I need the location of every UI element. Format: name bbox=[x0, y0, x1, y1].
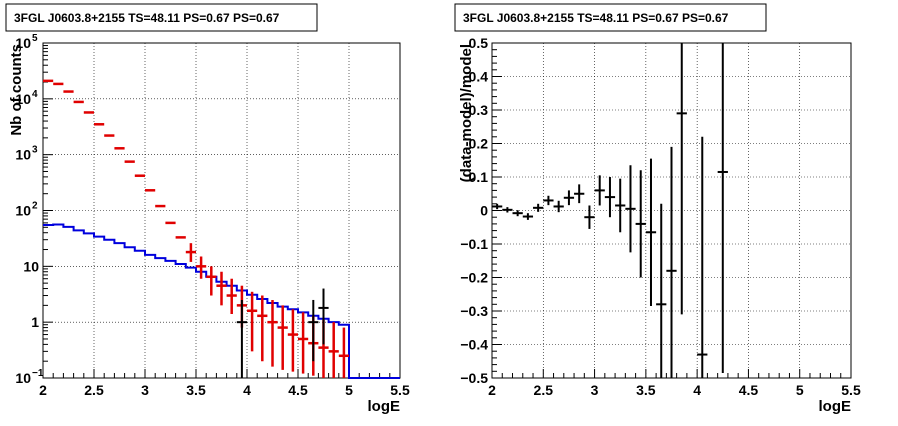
right-residual-point bbox=[697, 136, 708, 378]
right-chart-title: 3FGL J0603.8+2155 TS=48.11 PS=0.67 PS=0.… bbox=[463, 11, 729, 25]
right-residual-point bbox=[553, 200, 564, 213]
left-x-axis-label: logE bbox=[368, 398, 401, 415]
right-residual-point bbox=[594, 175, 605, 206]
right-residual-point bbox=[625, 165, 636, 253]
right-y-tick-label: −0.5 bbox=[460, 370, 488, 386]
left-y-tick-label: 10 bbox=[15, 203, 31, 219]
right-y-tick-label: 0.5 bbox=[469, 35, 489, 51]
right-residual-point bbox=[615, 178, 626, 233]
right-y-tick-label: 0 bbox=[480, 203, 488, 219]
right-residual-point bbox=[645, 158, 657, 306]
left-title-box bbox=[5, 3, 318, 32]
right-residual-series bbox=[492, 43, 728, 378]
left-x-tick-label: 3.5 bbox=[186, 382, 206, 398]
right-y-tick-label: −0.4 bbox=[460, 337, 488, 353]
right-y-tick-label: −0.1 bbox=[460, 236, 488, 252]
right-residual-point bbox=[604, 177, 616, 218]
left-ticks bbox=[42, 42, 401, 379]
left-y-tick-label: 10 bbox=[23, 258, 39, 274]
left-x-tick-label: 3 bbox=[141, 382, 149, 398]
right-panel: 3FGL J0603.8+2155 TS=48.11 PS=0.67 PS=0.… bbox=[454, 3, 861, 415]
right-y-axis-label: (data-model)/model bbox=[458, 44, 475, 182]
right-residual-point bbox=[717, 43, 728, 373]
left-y-tick-label: 10 bbox=[15, 147, 31, 163]
left-red-point bbox=[277, 305, 288, 370]
right-residual-point bbox=[512, 210, 523, 217]
left-x-tick-label: 4.5 bbox=[288, 382, 308, 398]
left-panel: 3FGL J0603.8+2155 TS=48.11 PS=0.67 PS=0.… bbox=[5, 3, 410, 415]
left-red-point bbox=[216, 271, 227, 306]
right-ticks bbox=[491, 42, 852, 379]
left-x-tick-label: 5 bbox=[345, 382, 353, 398]
right-residual-point bbox=[574, 184, 585, 204]
right-x-axis-label: logE bbox=[819, 398, 852, 415]
left-y-tick-exponent: −1 bbox=[32, 368, 44, 379]
right-residual-point bbox=[533, 203, 544, 212]
left-x-tick-label: 2.5 bbox=[84, 382, 104, 398]
right-x-tick-label: 4 bbox=[693, 382, 701, 398]
left-red-point bbox=[257, 295, 268, 362]
right-x-tick-label: 5 bbox=[796, 382, 804, 398]
left-red-point bbox=[196, 256, 207, 279]
left-chart-title: 3FGL J0603.8+2155 TS=48.11 PS=0.67 PS=0.… bbox=[14, 11, 280, 25]
left-x-tick-label: 5.5 bbox=[390, 382, 410, 398]
right-residual-point bbox=[656, 203, 667, 378]
right-y-tick-label: 0.3 bbox=[469, 102, 489, 118]
right-x-tick-labels: 2 2.5 3 3.5 4 4.5 5 5.5 bbox=[488, 382, 861, 398]
right-x-tick-label: 5.5 bbox=[841, 382, 861, 398]
right-residual-point bbox=[563, 190, 575, 206]
left-y-axis-label: Nb of counts bbox=[8, 44, 25, 136]
left-red-point bbox=[328, 322, 339, 378]
left-y-tick-exponent: 3 bbox=[32, 145, 38, 156]
left-y-tick-label: 1 bbox=[31, 314, 39, 330]
right-grid bbox=[492, 43, 851, 378]
left-red-point bbox=[185, 243, 196, 262]
left-grid bbox=[43, 43, 400, 378]
right-residual-point bbox=[543, 195, 554, 206]
right-y-tick-label: 0.1 bbox=[469, 169, 489, 185]
left-red-point bbox=[298, 312, 309, 374]
left-y-tick-label: 10 bbox=[15, 370, 31, 386]
right-y-tick-label: −0.3 bbox=[460, 303, 488, 319]
right-x-tick-label: 2 bbox=[488, 382, 496, 398]
right-x-tick-label: 2.5 bbox=[534, 382, 554, 398]
left-data-point bbox=[236, 299, 247, 378]
left-red-point bbox=[206, 266, 217, 296]
left-black-series bbox=[236, 288, 329, 378]
right-residual-point bbox=[584, 205, 595, 229]
left-x-tick-label: 4 bbox=[243, 382, 251, 398]
left-red-point bbox=[338, 327, 349, 378]
left-red-point bbox=[267, 299, 278, 367]
left-x-tick-labels: 2 2.5 3 3.5 4 4.5 5 5.5 bbox=[39, 382, 410, 398]
right-y-tick-label: −0.2 bbox=[460, 270, 488, 286]
left-data-point bbox=[318, 288, 329, 345]
right-residual-point bbox=[492, 203, 503, 210]
right-residual-point bbox=[666, 146, 677, 378]
left-y-tick-label: 10 bbox=[15, 91, 31, 107]
left-red-point bbox=[247, 291, 258, 352]
left-y-tick-exponent: 5 bbox=[32, 33, 38, 44]
right-residual-point bbox=[502, 207, 513, 213]
right-x-tick-label: 4.5 bbox=[739, 382, 759, 398]
right-title-box bbox=[454, 3, 767, 32]
right-y-tick-label: 0.4 bbox=[469, 69, 489, 85]
right-residual-point bbox=[635, 170, 646, 278]
left-y-tick-label: 10 bbox=[15, 35, 31, 51]
right-y-tick-labels: −0.5 −0.4 −0.3 −0.2 −0.1 0 0.1 0.2 0.3 0.4 0.5 bbox=[460, 35, 488, 386]
right-y-tick-label: 0.2 bbox=[469, 136, 489, 152]
right-x-tick-label: 3.5 bbox=[636, 382, 656, 398]
right-x-tick-label: 3 bbox=[591, 382, 599, 398]
left-x-tick-label: 2 bbox=[39, 382, 47, 398]
right-residual-point bbox=[522, 213, 534, 220]
left-red-point bbox=[287, 309, 298, 372]
left-y-tick-exponent: 2 bbox=[32, 201, 38, 212]
left-data-point bbox=[308, 299, 319, 362]
left-red-point bbox=[226, 278, 237, 315]
left-y-tick-exponent: 4 bbox=[32, 89, 38, 100]
right-residual-point bbox=[676, 43, 687, 315]
